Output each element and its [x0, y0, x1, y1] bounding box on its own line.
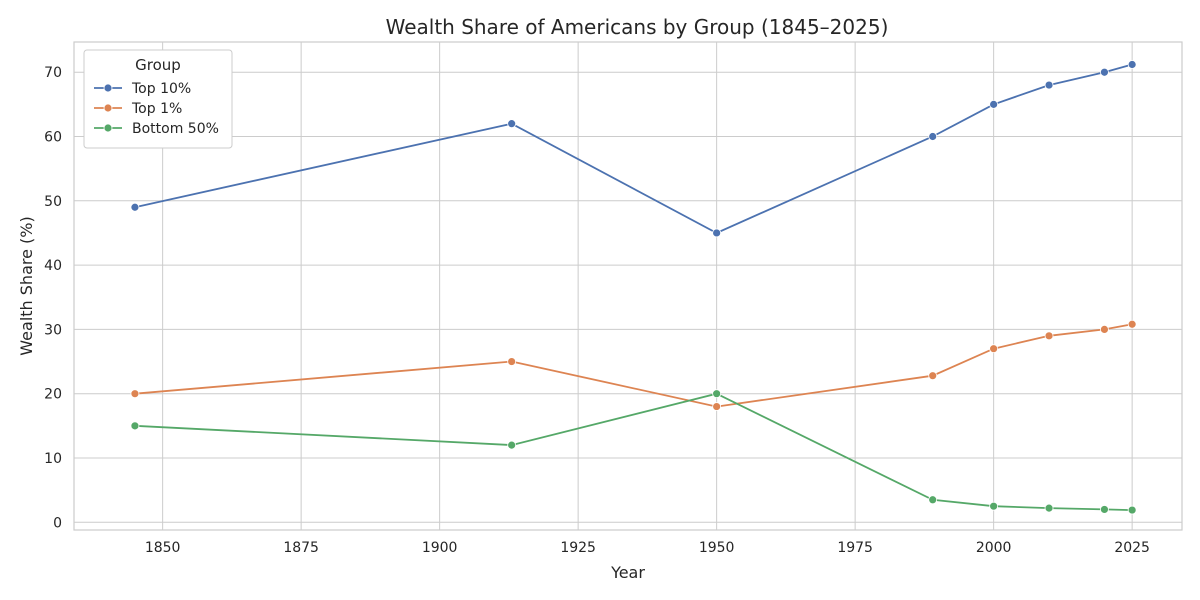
x-tick-label: 2000: [976, 540, 1012, 556]
data-point-top-1: [1044, 331, 1054, 341]
data-point-top-10: [1100, 67, 1109, 77]
y-tick-label: 70: [44, 65, 62, 81]
x-tick-label: 1925: [560, 540, 596, 556]
x-tick-label: 2025: [1114, 540, 1150, 556]
x-tick-label: 1900: [422, 540, 458, 556]
y-tick-label: 30: [44, 322, 62, 338]
data-point-bottom-50: [1044, 503, 1054, 513]
data-point-top-10: [1044, 80, 1054, 90]
y-tick-label: 40: [44, 258, 62, 274]
data-point-top-1: [1127, 319, 1137, 329]
data-point-top-10: [712, 228, 722, 238]
data-point-bottom-50: [712, 389, 722, 399]
legend-item-bottom-50: Bottom 50%: [94, 121, 219, 137]
data-point-bottom-50: [928, 495, 938, 505]
series-top-10: [130, 60, 1137, 238]
data-point-top-1: [712, 402, 722, 411]
y-tick-label: 0: [53, 515, 62, 531]
series-top-1: [130, 319, 1137, 411]
data-point-top-10: [1127, 60, 1137, 69]
legend-marker-swatch: [103, 103, 113, 113]
y-tick-label: 50: [44, 194, 62, 210]
data-point-top-10: [928, 132, 938, 141]
grid: [74, 42, 1182, 530]
legend-marker-swatch: [103, 83, 113, 93]
plot-area-frame: [73, 41, 1183, 531]
data-point-bottom-50: [1100, 505, 1109, 514]
data-point-bottom-50: [1127, 505, 1137, 515]
data-point-top-1: [928, 371, 938, 381]
x-tick-label: 1975: [837, 540, 873, 556]
legend-items: Top 10% Top 1% Bottom 50%: [94, 81, 219, 137]
y-axis-label: Wealth Share (%): [17, 216, 36, 355]
data-point-top-10: [989, 99, 999, 109]
data-point-top-10: [130, 202, 140, 212]
data-point-bottom-50: [507, 440, 517, 450]
legend-marker-swatch: [103, 123, 113, 133]
data-point-bottom-50: [989, 501, 999, 511]
x-tick-label: 1850: [145, 540, 181, 556]
series-line-top-10: [134, 63, 1133, 235]
y-tick-label: 60: [44, 130, 62, 146]
chart-title: Wealth Share of Americans by Group (1845…: [386, 15, 889, 39]
x-tick-label: 1875: [283, 540, 319, 556]
data-point-top-1: [507, 357, 517, 366]
legend-label: Top 1%: [131, 101, 182, 117]
legend-title: Group: [135, 56, 181, 74]
x-tick-label: 1950: [699, 540, 735, 556]
y-tick-label: 10: [44, 451, 62, 467]
data-point-top-1: [989, 344, 999, 354]
data-point-top-1: [130, 389, 140, 399]
data-point-bottom-50: [130, 421, 140, 431]
series-line-bottom-50: [134, 392, 1133, 511]
y-tick-label: 20: [44, 387, 62, 403]
legend-label: Top 10%: [131, 81, 191, 97]
tick-labels: 1850 1875 1900 1925 1950 1975 2000 2025 0 10 20 30 4…: [44, 65, 1150, 556]
series-group: [130, 60, 1137, 515]
data-point-top-10: [507, 119, 517, 129]
legend-box: [83, 49, 233, 149]
series-bottom-50: [130, 389, 1137, 515]
legend-label: Bottom 50%: [132, 121, 219, 137]
x-axis-label: Year: [610, 563, 645, 582]
legend-item-top-10: Top 10%: [94, 81, 191, 97]
legend-item-top-1: Top 1%: [94, 101, 182, 117]
legend: Group Top 10% Top 1% Bottom 50%: [83, 49, 233, 149]
series-line-top-1: [134, 323, 1133, 408]
data-point-top-1: [1100, 324, 1109, 334]
